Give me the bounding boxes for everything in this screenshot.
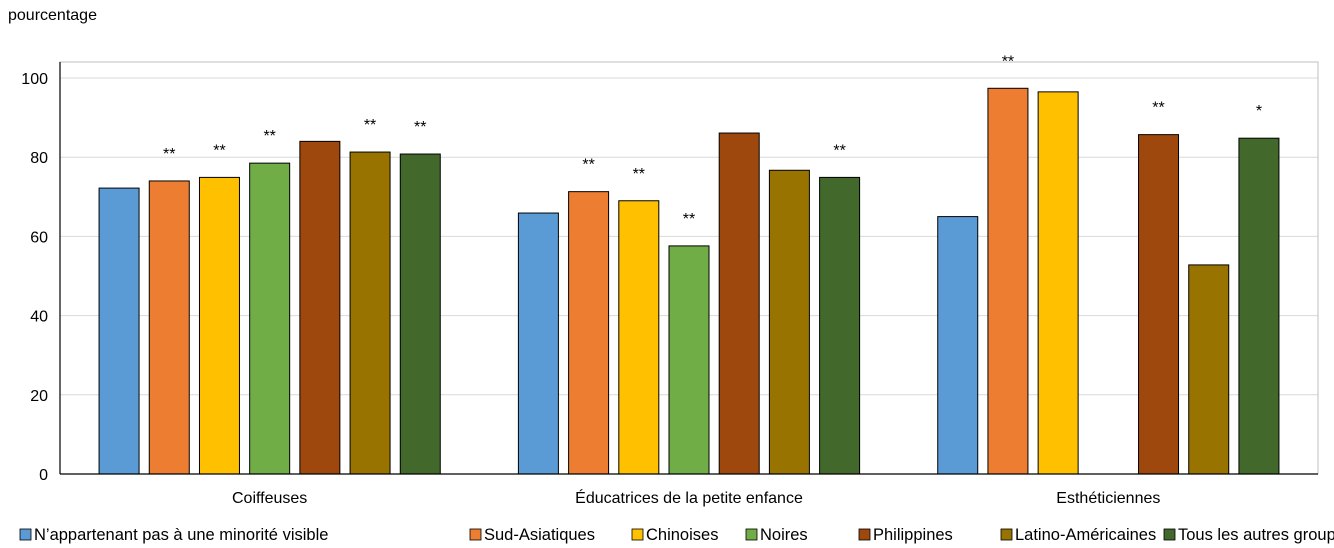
significance-annotation: ** xyxy=(163,146,175,163)
legend-label: Sud-Asiatiques xyxy=(484,526,595,544)
legend-item: N’appartenant pas à une minorité visible xyxy=(19,526,328,544)
significance-annotation: ** xyxy=(582,157,594,174)
legend-label: Tous les autres groupes désignés xyxy=(1178,526,1334,544)
y-tick-label: 80 xyxy=(30,150,48,167)
category-labels: Coiffeuses Éducatrices de la petite enfan… xyxy=(232,488,1160,507)
y-tick-label: 100 xyxy=(21,71,48,88)
y-tick-label: 40 xyxy=(30,309,48,326)
bar xyxy=(937,216,979,475)
significance-annotation: ** xyxy=(683,211,695,228)
significance-annotations: ** ****** ************** * xyxy=(163,53,1262,228)
bar xyxy=(668,245,710,475)
significance-annotation: ** xyxy=(263,128,275,145)
legend-label: Chinoises xyxy=(646,526,718,544)
bar xyxy=(1138,134,1180,475)
category-label: Coiffeuses xyxy=(232,490,307,507)
legend-swatch xyxy=(1000,528,1013,541)
significance-annotation: ** xyxy=(633,166,645,183)
y-axis-label: pourcentage xyxy=(8,7,97,24)
bar xyxy=(399,153,441,475)
bar xyxy=(718,132,760,475)
significance-annotation: ** xyxy=(414,119,426,136)
y-tick-label: 0 xyxy=(39,467,48,484)
significance-annotation: ** xyxy=(213,142,225,159)
axes xyxy=(59,61,1319,475)
bar xyxy=(517,212,559,475)
category-label: Esthéticiennes xyxy=(1056,490,1160,507)
legend-label: Philippines xyxy=(873,526,953,544)
bar xyxy=(987,87,1029,475)
bar xyxy=(249,162,291,475)
legend-swatch xyxy=(858,528,871,541)
bar xyxy=(148,180,190,475)
bar xyxy=(299,140,341,475)
bar xyxy=(819,176,861,475)
bar xyxy=(198,176,240,475)
bar xyxy=(1188,264,1230,475)
y-tick-label: 60 xyxy=(30,229,48,246)
legend-swatch xyxy=(631,528,644,541)
legend-item: Noires xyxy=(745,526,808,544)
legend-label: Noires xyxy=(760,526,808,544)
bars xyxy=(98,87,1280,475)
significance-annotation: ** xyxy=(364,117,376,134)
significance-annotation: ** xyxy=(833,142,845,159)
legend-item: Philippines xyxy=(858,526,953,544)
legend-item: Tous les autres groupes désignés xyxy=(1163,526,1334,544)
bar xyxy=(1238,137,1280,475)
category-label: Éducatrices de la petite enfance xyxy=(575,488,803,507)
y-tick-label: 20 xyxy=(30,388,48,405)
bar xyxy=(768,169,810,475)
bar xyxy=(349,151,391,475)
legend: N’appartenant pas à une minorité visible… xyxy=(19,526,1334,544)
legend-swatch xyxy=(1163,528,1176,541)
bar xyxy=(618,200,660,475)
legend-swatch xyxy=(19,528,32,541)
legend-label: Latino-Américaines xyxy=(1015,526,1156,544)
bar xyxy=(1037,91,1079,475)
legend-swatch xyxy=(469,528,482,541)
legend-swatch xyxy=(745,528,758,541)
legend-item: Chinoises xyxy=(631,526,718,544)
legend-item: Sud-Asiatiques xyxy=(469,526,595,544)
bar xyxy=(568,191,610,475)
y-tick-labels: 0 20 40 60 80 100 xyxy=(21,71,48,484)
bar xyxy=(98,187,140,475)
significance-annotation: * xyxy=(1256,103,1262,120)
legend-item: Latino-Américaines xyxy=(1000,526,1156,544)
legend-label: N’appartenant pas à une minorité visible xyxy=(34,526,328,544)
significance-annotation: ** xyxy=(1152,100,1164,117)
